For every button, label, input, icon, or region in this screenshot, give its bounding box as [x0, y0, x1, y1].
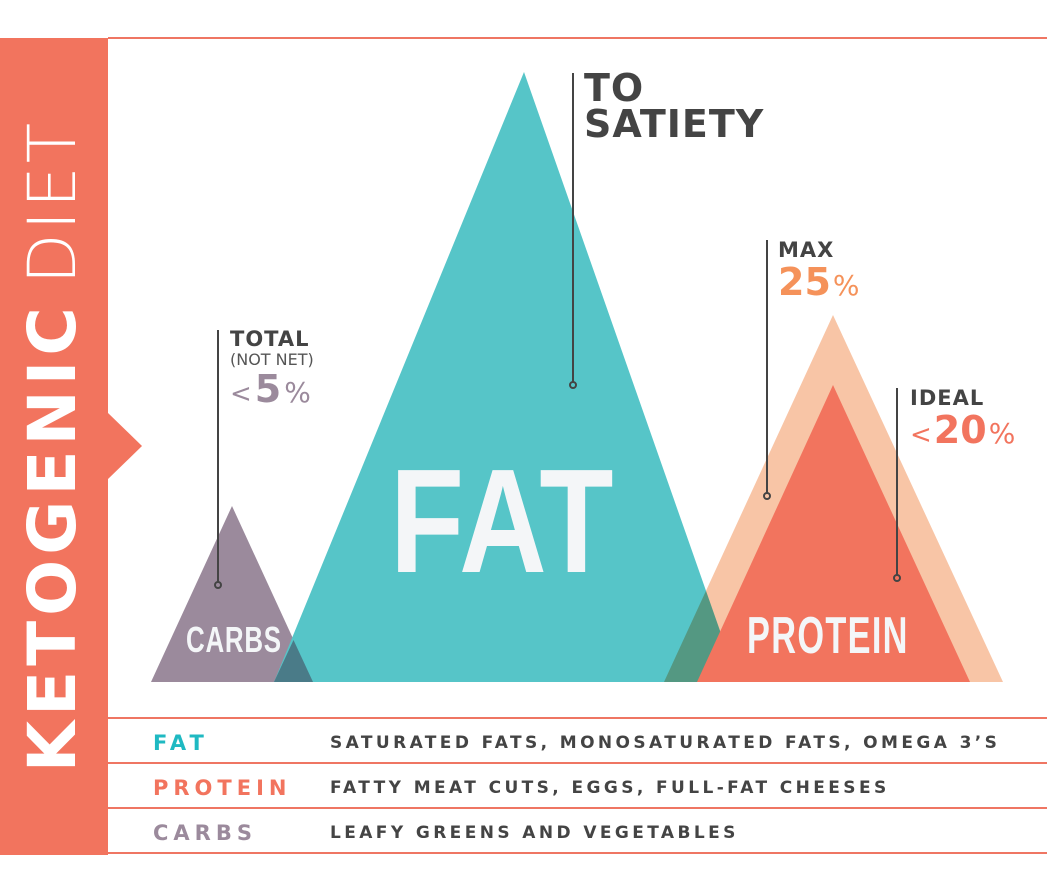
fat-triangle	[274, 72, 738, 682]
protein-ideal-triangle	[697, 385, 970, 682]
ideal-callout-unit: %	[988, 417, 1016, 450]
legend-row-protein: PROTEIN FATTY MEAT CUTS, EGGS, FULL-FAT …	[108, 764, 1047, 808]
carbs-fat-overlap	[274, 640, 313, 682]
fat-callout-line1: TO	[584, 66, 645, 110]
max-callout-value: 25%	[778, 262, 860, 310]
ideal-callout-value: <20%	[910, 410, 1015, 458]
legend-desc-fat: SATURATED FATS, MONOSATURATED FATS, OMEG…	[330, 733, 1001, 753]
ideal-callout-prefix: <	[910, 420, 932, 450]
legend-rule-2	[108, 762, 1047, 764]
fat-callout-dot	[569, 381, 577, 389]
protein-max-callout: MAX 25%	[778, 238, 860, 310]
carbs-callout-heading: TOTAL	[230, 327, 310, 351]
legend-key-fat: FAT	[153, 731, 209, 755]
legend-key-protein: PROTEIN	[153, 776, 292, 800]
max-callout-unit: %	[832, 269, 860, 302]
carbs-callout-dot	[214, 581, 222, 589]
protein-label: PROTEIN	[747, 607, 909, 665]
legend-desc-protein: FATTY MEAT CUTS, EGGS, FULL-FAT CHEESES	[330, 778, 890, 798]
legend-key-carbs: CARBS	[153, 821, 257, 845]
max-callout-number: 25	[778, 260, 831, 304]
carbs-callout-sub: (NOT NET)	[230, 350, 314, 369]
protein-ideal-callout: IDEAL <20%	[910, 386, 1015, 458]
max-callout-dot	[763, 492, 771, 500]
legend-row-fat: FAT SATURATED FATS, MONOSATURATED FATS, …	[108, 719, 1047, 763]
carbs-callout: TOTAL (NOT NET) <5%	[230, 328, 314, 416]
top-rule	[108, 37, 1047, 39]
legend-rule-4	[108, 852, 1047, 854]
legend-rule-3	[108, 807, 1047, 809]
ideal-callout-heading: IDEAL	[910, 386, 985, 410]
carbs-callout-unit: %	[284, 376, 311, 409]
ideal-callout-number: 20	[933, 408, 987, 452]
max-callout-heading: MAX	[778, 238, 835, 262]
fat-label: FAT	[390, 439, 616, 604]
carbs-label: CARBS	[186, 619, 282, 660]
legend-row-carbs: CARBS LEAFY GREENS AND VEGETABLES	[108, 809, 1047, 853]
carbs-callout-number: 5	[254, 367, 282, 411]
legend-rule-1	[108, 717, 1047, 719]
carbs-triangle	[151, 506, 313, 682]
fat-callout-line2: SATIETY	[584, 102, 765, 146]
title-banner	[0, 38, 108, 855]
carbs-callout-value: <5%	[230, 370, 314, 416]
ideal-callout-dot	[893, 574, 901, 582]
legend-desc-carbs: LEAFY GREENS AND VEGETABLES	[330, 823, 739, 843]
banner-arrow	[107, 412, 142, 480]
carbs-callout-prefix: <	[230, 379, 252, 409]
fat-callout: TO SATIETY	[584, 66, 765, 146]
